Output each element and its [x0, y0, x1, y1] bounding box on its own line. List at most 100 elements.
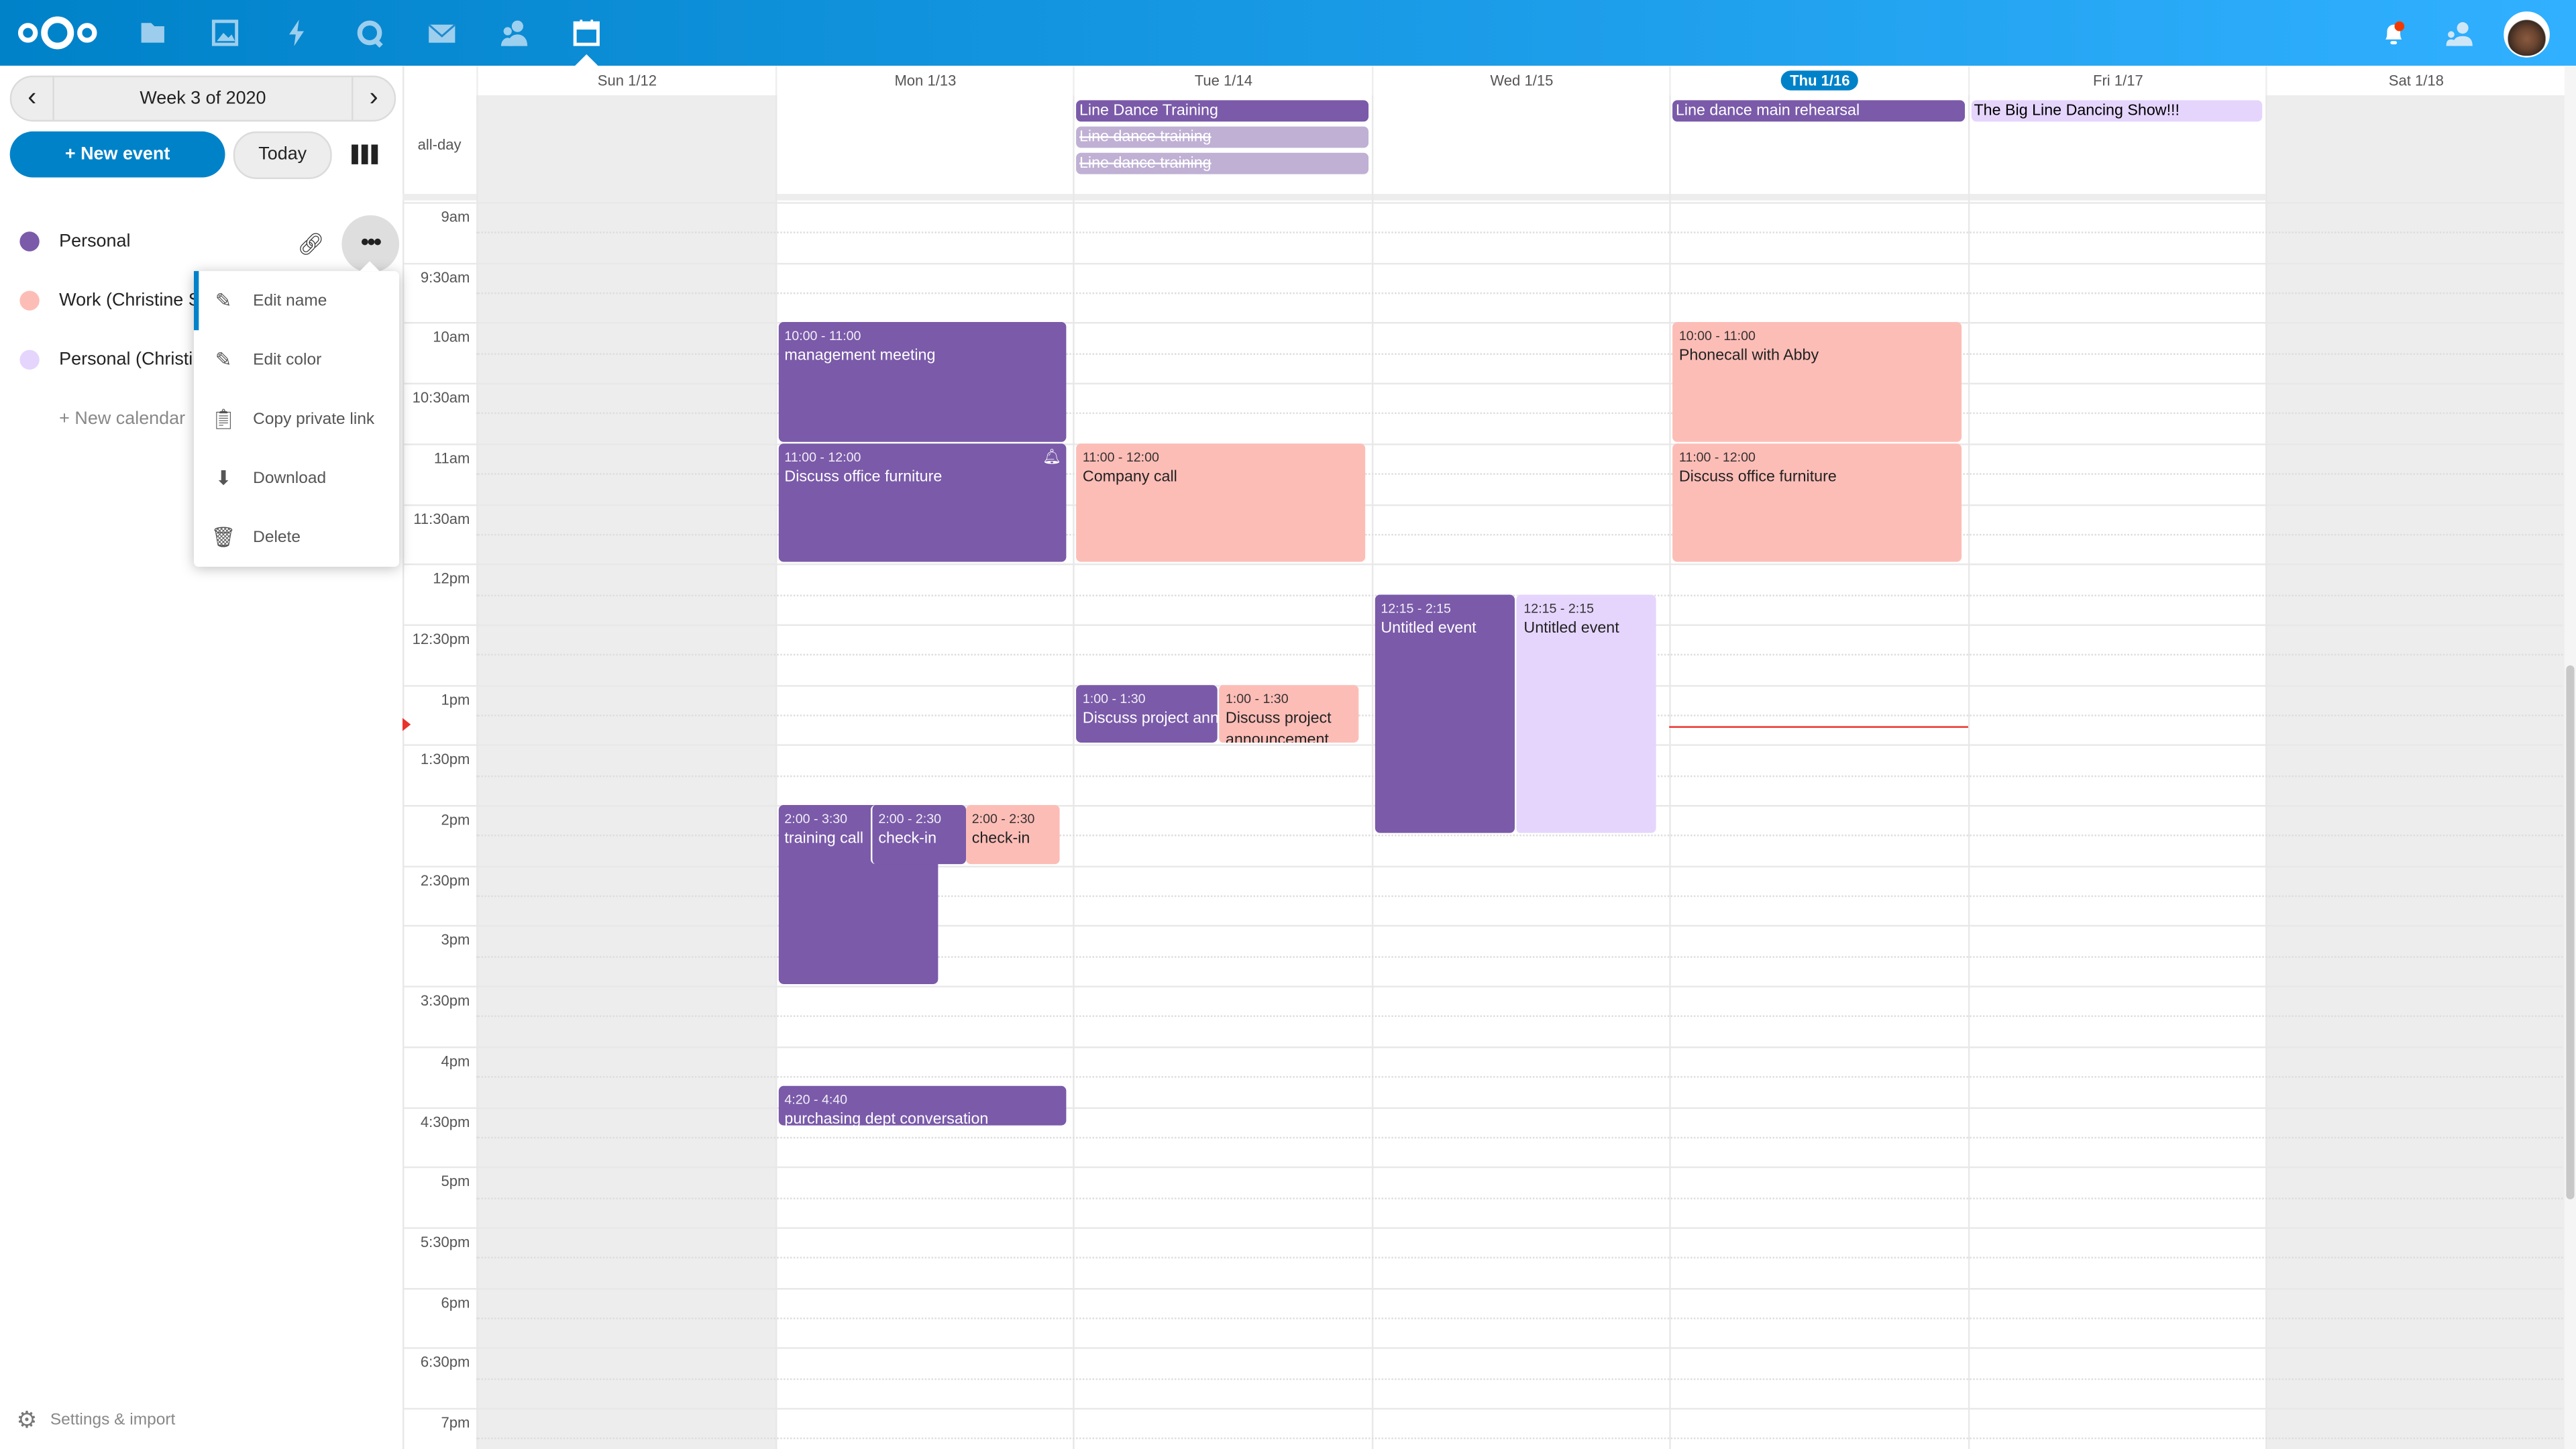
day-header[interactable]: Tue 1/14	[1073, 65, 1373, 96]
day-column[interactable]	[1967, 95, 2267, 1449]
new-event-button[interactable]: + New event	[9, 131, 225, 178]
time-label: 5pm	[441, 1173, 470, 1190]
photos-icon[interactable]	[210, 18, 239, 48]
quarter-grid-line	[476, 1377, 2563, 1380]
day-column[interactable]	[1669, 95, 1969, 1449]
time-label: 5:30pm	[420, 1233, 470, 1250]
calendar-color-dot[interactable]	[19, 231, 40, 252]
calendar-item-personal-shared[interactable]: Personal (Christi	[0, 330, 402, 389]
allday-event[interactable]: Line dance training	[1076, 126, 1368, 148]
day-header[interactable]: Thu 1/16	[1669, 65, 1969, 96]
allday-event[interactable]: Line Dance Training	[1076, 100, 1368, 122]
calendar-event[interactable]: 11:00 - 12:00 Discuss office furniture	[1672, 443, 1961, 563]
event-title: Discuss project announcement	[1225, 708, 1332, 743]
grid-line	[402, 382, 2563, 385]
grid-line	[402, 1167, 2563, 1169]
activity-icon[interactable]	[282, 18, 312, 48]
contacts-icon[interactable]	[499, 18, 529, 48]
mail-icon[interactable]	[427, 18, 457, 48]
day-label: Fri 1/17	[2092, 72, 2143, 89]
gear-icon: ⚙	[16, 1406, 38, 1433]
calendar-actions-menu: ✎ Edit name ✎ Edit color 📋︎ Copy private li…	[193, 261, 400, 567]
calendar-item-personal[interactable]: Personal	[0, 212, 402, 271]
day-column[interactable]	[2265, 95, 2566, 1449]
day-header[interactable]: Mon 1/13	[774, 65, 1075, 96]
grid-line	[402, 202, 2563, 204]
grid-line	[402, 925, 2563, 928]
trash-icon: 🗑︎	[211, 525, 236, 549]
talk-icon[interactable]	[355, 18, 384, 48]
day-header[interactable]: Wed 1/15	[1371, 65, 1671, 96]
menu-item-label: Delete	[253, 528, 301, 547]
time-label: 6pm	[441, 1293, 470, 1311]
allday-event[interactable]: Line dance main rehearsal	[1672, 100, 1964, 122]
event-time: 12:15 - 2:15	[1381, 600, 1451, 616]
settings-import-button[interactable]: ⚙ Settings & import	[16, 1406, 175, 1434]
scrollbar-thumb[interactable]	[2566, 665, 2575, 1199]
quarter-grid-line	[476, 1197, 2563, 1199]
time-label: 4pm	[441, 1053, 470, 1069]
day-column[interactable]	[1371, 95, 1671, 1449]
calendar-event[interactable]: 2:00 - 2:30 check-in	[965, 805, 1061, 864]
menu-item-edit-color[interactable]: ✎ Edit color	[194, 330, 399, 389]
notifications-icon[interactable]	[2381, 19, 2407, 46]
calendar-item-work[interactable]: Work (Christine S	[0, 271, 402, 330]
quarter-grid-line	[476, 1136, 2563, 1138]
menu-item-copy-private-link[interactable]: 📋︎ Copy private link	[194, 389, 399, 448]
calendar-event[interactable]: 10:00 - 11:00 Phonecall with Abby	[1672, 322, 1961, 442]
share-link-icon[interactable]: 🔗︎	[297, 231, 325, 257]
quarter-grid-line	[476, 1257, 2563, 1259]
user-avatar[interactable]	[2504, 11, 2550, 58]
next-week-button[interactable]: ›	[369, 83, 378, 112]
day-label: Wed 1/15	[1490, 72, 1554, 89]
calendar-event[interactable]: 1:00 - 1:30 Discuss project announcement	[1217, 684, 1359, 743]
today-day-label: Thu 1/16	[1781, 70, 1858, 91]
grid-line	[402, 503, 2563, 506]
view-switcher-icon[interactable]	[352, 144, 378, 164]
time-label: 2:30pm	[420, 871, 470, 889]
time-label: 12:30pm	[412, 631, 470, 647]
day-header[interactable]: Sun 1/12	[476, 65, 776, 96]
calendar-event[interactable]: 11:00 - 12:00 Company call	[1076, 443, 1364, 563]
menu-item-delete[interactable]: 🗑︎ Delete	[194, 508, 399, 567]
calendar-color-dot[interactable]	[19, 350, 40, 370]
calendar-event[interactable]: 11:00 - 12:00 Discuss office furniture 🔔︎	[777, 443, 1067, 563]
allday-event[interactable]: The Big Line Dancing Show!!!	[1970, 100, 2263, 122]
new-calendar-button[interactable]: + New calendar	[59, 409, 186, 429]
day-column[interactable]	[1073, 95, 1373, 1449]
event-time: 1:00 - 1:30	[1082, 691, 1146, 706]
event-time: 10:00 - 11:00	[784, 329, 861, 344]
quarter-grid-line	[476, 473, 2563, 476]
calendar-event[interactable]: 12:15 - 2:15 Untitled event	[1374, 594, 1516, 834]
menu-item-label: Edit name	[253, 291, 327, 310]
event-time: 4:20 - 4:40	[784, 1093, 848, 1108]
event-title: Discuss office furniture	[784, 468, 943, 486]
menu-item-edit-name[interactable]: ✎ Edit name	[193, 271, 399, 331]
calendar-event[interactable]: 12:15 - 2:15 Untitled event	[1515, 594, 1657, 834]
day-header[interactable]: Sat 1/18	[2265, 65, 2565, 96]
today-button[interactable]: Today	[233, 131, 332, 179]
calendar-event[interactable]: 4:20 - 4:40 purchasing dept conversation	[777, 1086, 1067, 1125]
grid-line	[402, 322, 2563, 325]
nextcloud-logo[interactable]	[16, 15, 98, 51]
allday-event[interactable]: Line dance training	[1076, 152, 1368, 174]
calendar-icon[interactable]	[572, 18, 601, 48]
contacts-menu-icon[interactable]	[2445, 19, 2474, 46]
menu-item-download[interactable]: ⬇︎ Download	[194, 449, 399, 508]
event-title: Discuss project announcement	[1082, 708, 1218, 727]
calendar-event[interactable]: 10:00 - 11:00 management meeting	[777, 322, 1067, 442]
week-label[interactable]: Week 3 of 2020	[52, 77, 354, 120]
calendar-event[interactable]: 1:00 - 1:30 Discuss project announcement	[1076, 684, 1218, 743]
day-column[interactable]	[476, 95, 777, 1449]
calendar-event[interactable]: 2:00 - 2:30 check-in	[870, 805, 965, 864]
files-icon[interactable]	[138, 18, 168, 48]
previous-week-button[interactable]: ‹	[28, 83, 37, 112]
calendar-color-dot[interactable]	[19, 290, 40, 311]
day-header[interactable]: Fri 1/17	[1967, 65, 2267, 96]
active-app-indicator	[575, 54, 598, 66]
event-time: 1:00 - 1:30	[1225, 691, 1289, 706]
day-label: Mon 1/13	[894, 72, 957, 89]
day-column[interactable]	[774, 95, 1075, 1449]
week-navigator: ‹ Week 3 of 2020 ›	[9, 75, 396, 122]
